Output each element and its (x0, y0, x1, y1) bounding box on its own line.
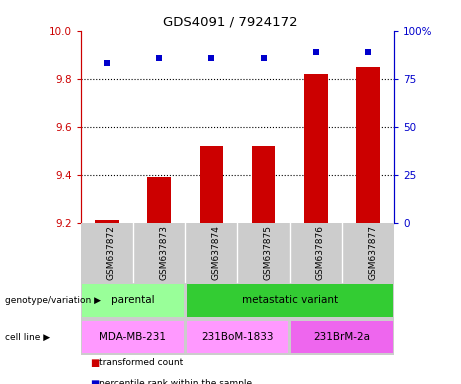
Bar (95, 220, 118, 223)
Bar (148, 177, 171, 223)
Text: MDA-MB-231: MDA-MB-231 (100, 332, 166, 342)
Text: cell line ▶: cell line ▶ (5, 333, 50, 341)
Text: GSM637875: GSM637875 (264, 225, 272, 280)
Text: metastatic variant: metastatic variant (242, 295, 338, 306)
Text: ■: ■ (90, 379, 99, 384)
Bar (304, 74, 327, 223)
Text: GDS4091 / 7924172: GDS4091 / 7924172 (163, 15, 298, 28)
Text: ■: ■ (90, 358, 99, 368)
Text: 231BrM-2a: 231BrM-2a (313, 332, 370, 342)
Text: percentile rank within the sample: percentile rank within the sample (99, 379, 252, 384)
Bar (356, 67, 380, 223)
Text: GSM637876: GSM637876 (316, 225, 325, 280)
Text: 231BoM-1833: 231BoM-1833 (201, 332, 274, 342)
Text: transformed count: transformed count (99, 358, 183, 367)
Bar (252, 146, 275, 223)
Text: genotype/variation ▶: genotype/variation ▶ (5, 296, 100, 305)
Text: parental: parental (111, 295, 155, 306)
Text: GSM637873: GSM637873 (159, 225, 168, 280)
Text: GSM637877: GSM637877 (368, 225, 377, 280)
Text: GSM637874: GSM637874 (211, 225, 220, 280)
Text: GSM637872: GSM637872 (107, 225, 116, 280)
Bar (200, 146, 223, 223)
